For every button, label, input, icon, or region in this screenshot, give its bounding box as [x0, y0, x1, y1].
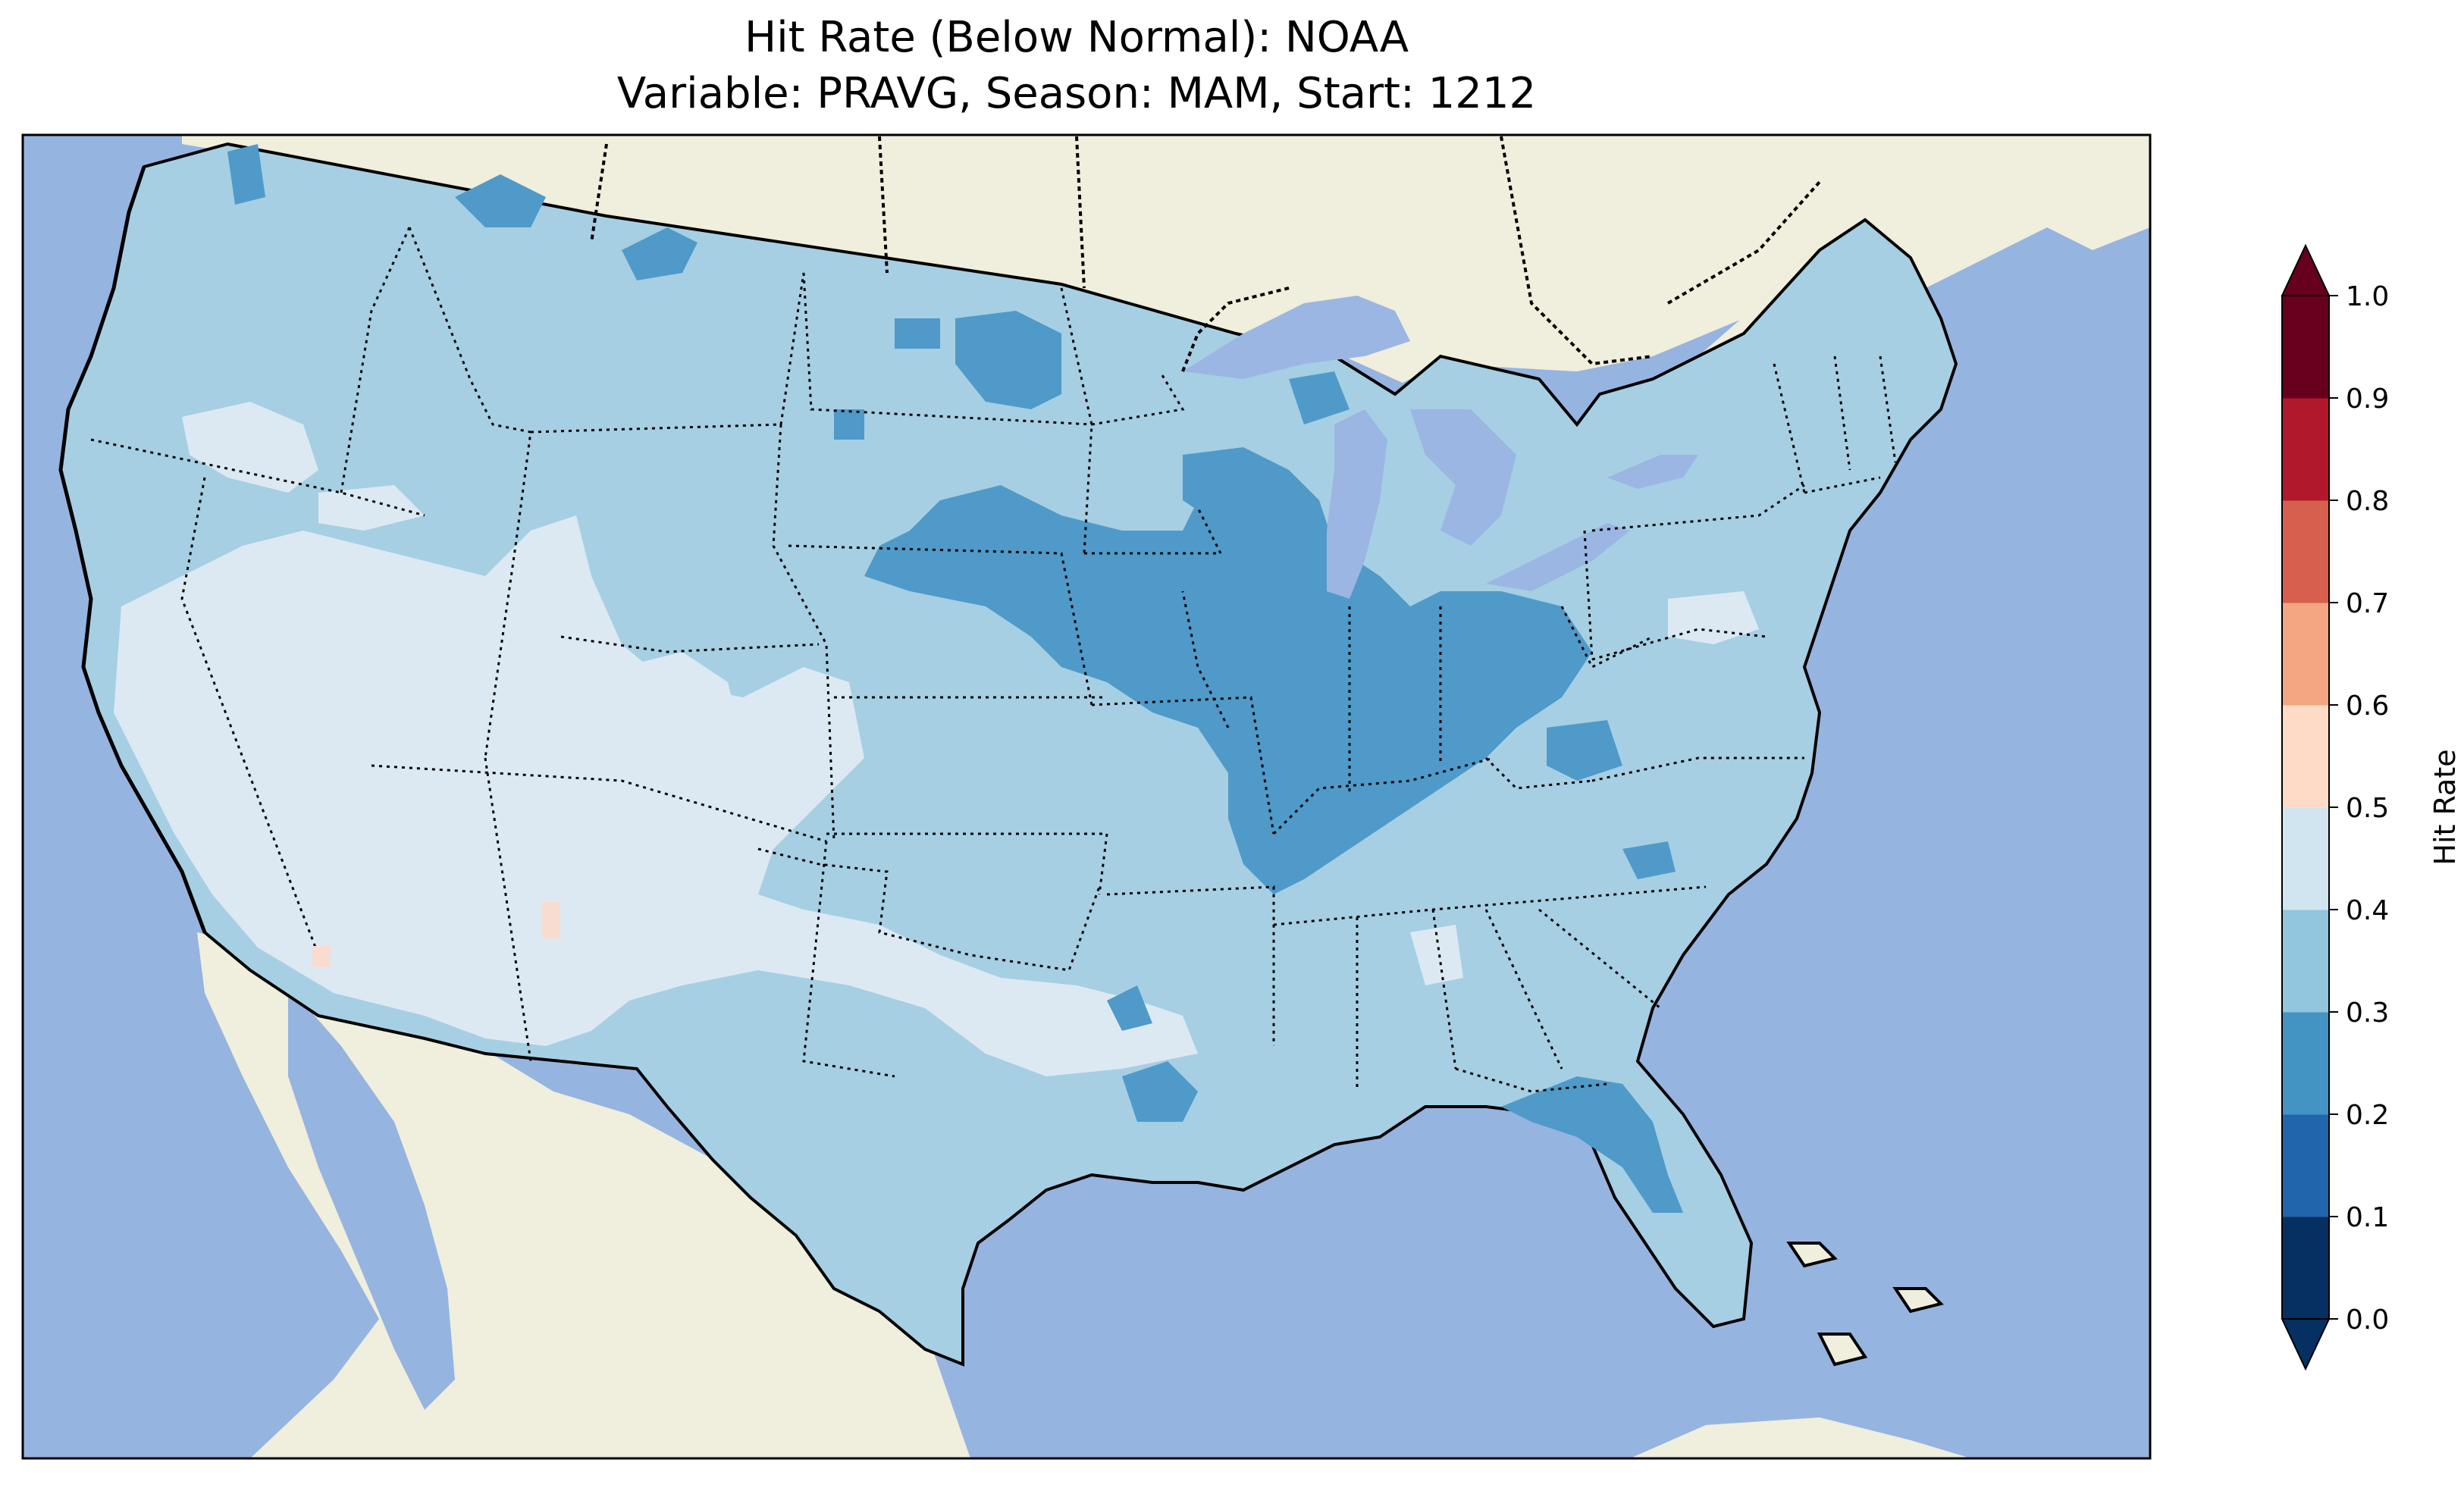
lake-ontario [1607, 455, 1698, 489]
colorbar-tick-label: 0.3 [2346, 998, 2389, 1029]
hit-rate-0.2-0.3-minnesota [1183, 371, 1350, 531]
hit-rate-0.2-0.3-carolinas [1622, 841, 1676, 879]
colorbar-bin [2282, 398, 2329, 501]
hit-rate-0.5-0.6-point [542, 902, 560, 938]
colorbar-bin [2282, 1217, 2329, 1320]
state-borders [90, 227, 1897, 1093]
colorbar-extend-max [2281, 243, 2331, 296]
bahamas [1786, 1242, 1944, 1367]
hit-rate-0.5-0.6-point [312, 946, 331, 967]
colorbar-tick-label: 0.9 [2346, 384, 2389, 415]
map-subtitle: Variable: PRAVG, Season: MAM, Start: 121… [616, 69, 1537, 118]
colorbar-bin [2282, 705, 2329, 808]
colorbar-extend-min [2281, 1318, 2331, 1371]
colorbar-bin [2282, 807, 2329, 910]
colorbar-bin [2282, 500, 2329, 603]
lake-erie [1486, 523, 1630, 591]
hit-rate-0.2-0.3-south-dakota [955, 311, 1061, 409]
hit-rate-0.2-0.3-ne-montana [834, 318, 940, 440]
colorbar-bin [2282, 910, 2329, 1013]
colorbar-tick-label: 0.5 [2346, 793, 2389, 824]
hit-rate-0.2-0.3-florida [1501, 1076, 1683, 1213]
colorbar-label: Hit Rate [2428, 749, 2462, 865]
map-panel [23, 135, 2150, 1458]
hit-rate-0.4-0.5-pa [1668, 591, 1759, 644]
hit-rate-0.2-0.3-washington [227, 144, 265, 205]
hit-rate-0.2-0.3-montana [455, 174, 698, 280]
hit-rate-0.4-0.5-southwest [114, 515, 1198, 1076]
colorbar: 0.0 0.1 0.2 0.3 0.4 0.5 0.6 0.7 0.8 0.9 1.0 Hit Rat… [2281, 243, 2462, 1371]
hit-rate-0.4-0.5-alabama [1410, 925, 1463, 985]
baja-water [288, 985, 455, 1410]
hit-rate-0.2-0.3-texas [1107, 985, 1198, 1122]
hit-rate-0.2-0.3-ohio [1547, 720, 1622, 781]
hit-rate-0.2-0.3-midwest [864, 470, 1592, 894]
hit-rate-0.4-0.5-oregon [182, 402, 425, 531]
colorbar-tick-label: 1.0 [2346, 281, 2389, 312]
yucatan-land [1630, 1417, 1971, 1458]
map-frame [21, 133, 2152, 1460]
colorbar-tick-label: 0.4 [2346, 895, 2389, 926]
canada-east [1486, 135, 2150, 599]
hit-rate-0.4-0.5-utah [622, 652, 743, 788]
lake-michigan [1327, 409, 1387, 599]
colorbar-bin [2282, 1012, 2329, 1115]
colorbar-tick-label: 0.0 [2346, 1305, 2389, 1336]
colorbar-bin [2282, 296, 2329, 399]
colorbar-tick-label: 0.2 [2346, 1100, 2389, 1131]
canada-land [144, 135, 2150, 383]
colorbar-tick-label: 0.6 [2346, 691, 2389, 722]
colorbar-tick-label: 0.7 [2346, 588, 2389, 619]
map-title: Hit Rate (Below Normal): NOAA [744, 13, 1409, 62]
colorbar-tick-label: 0.1 [2346, 1202, 2389, 1233]
coastline [58, 166, 207, 933]
colorbar-bin [2282, 1114, 2329, 1217]
mexico-land [23, 932, 970, 1458]
country-borders [590, 136, 1821, 372]
colorbar-tick-label: 0.8 [2346, 486, 2389, 517]
lake-huron [1410, 409, 1516, 546]
colorbar-bin [2282, 603, 2329, 706]
lake-superior [1183, 296, 1410, 379]
